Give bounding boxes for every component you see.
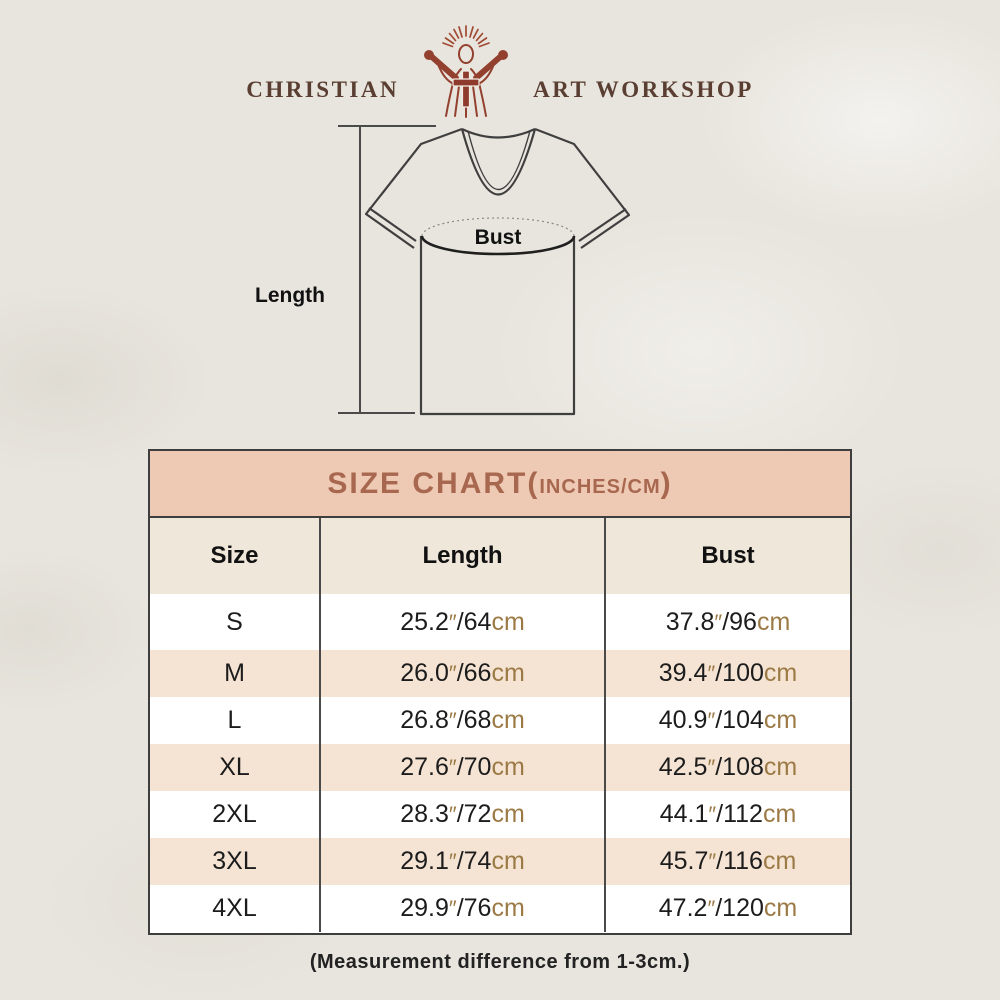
brand-logo: CHRISTIAN ART WORKSHOP [0, 24, 1000, 119]
inch-mark: ″ [448, 802, 457, 827]
column-header-size: Size [210, 542, 259, 569]
bust-cell: 40.9″/104cm [604, 697, 850, 744]
bust-cell: 45.7″/116cm [604, 838, 850, 885]
table-row: S 25.2″/64cm 37.8″/96cm [150, 594, 850, 650]
bust-cell: 47.2″/120cm [604, 885, 850, 932]
table-row: 2XL 28.3″/72cm 44.1″/112cm [150, 791, 850, 838]
inch-mark: ″ [708, 849, 717, 874]
cm-unit: cm [756, 607, 791, 636]
measurement-note: (Measurement difference from 1-3cm.) [309, 951, 691, 973]
length-cell: 26.0″/66cm [319, 650, 605, 697]
jesus-with-rays-and-cross-icon [424, 25, 509, 118]
cm-unit: cm [491, 894, 525, 922]
inch-mark: ″ [448, 755, 457, 780]
brand-name-left: CHRISTIAN [246, 77, 400, 102]
inch-mark: ″ [448, 609, 457, 635]
size-cell: L [227, 706, 242, 734]
inch-mark: ″ [707, 661, 716, 686]
length-label: Length [255, 284, 325, 307]
inch-mark: ″ [448, 896, 457, 921]
size-cell: XL [219, 753, 250, 781]
length-cell: 29.9″/76cm [319, 885, 605, 932]
bust-cell: 37.8″/96cm [604, 594, 850, 650]
bust-cell: 42.5″/108cm [604, 744, 850, 791]
table-header-row: Size Length Bust [150, 518, 850, 594]
brand-name-right: ART WORKSHOP [533, 77, 754, 102]
size-cell: 4XL [212, 894, 257, 922]
cm-unit: cm [763, 706, 798, 734]
table-row: XL 27.6″/70cm 42.5″/108cm [150, 744, 850, 791]
table-row: 3XL 29.1″/74cm 45.7″/116cm [150, 838, 850, 885]
length-cell: 29.1″/74cm [319, 838, 605, 885]
inch-mark: ″ [707, 708, 716, 733]
size-cell: S [226, 607, 243, 636]
inch-mark: ″ [448, 849, 457, 874]
cm-unit: cm [491, 607, 525, 636]
cm-unit: cm [491, 753, 525, 781]
size-chart-title-main: SIZE CHART( [327, 467, 540, 500]
bust-ellipse-dotted-arc [421, 217, 575, 237]
tshirt-outline-drawing: Bust Length [255, 125, 631, 416]
inch-mark: ″ [708, 802, 717, 827]
size-cell: 3XL [212, 847, 257, 875]
size-table: Size Length Bust S 25.2″/64cm 37.8″/96cm… [150, 518, 850, 932]
bust-ellipse-solid-arc [420, 235, 576, 256]
inch-mark: ″ [707, 755, 716, 780]
length-cell: 27.6″/70cm [319, 744, 605, 791]
table-row: L 26.8″/68cm 40.9″/104cm [150, 697, 850, 744]
size-cell: 2XL [212, 800, 257, 828]
size-chart-title-close: ) [660, 467, 673, 500]
size-chart-panel: SIZE CHART(INCHES/CM) Size Length Bust S… [148, 449, 852, 935]
cm-unit: cm [491, 659, 525, 687]
inch-mark: ″ [714, 609, 723, 635]
bust-cell: 44.1″/112cm [604, 791, 850, 838]
length-cell: 28.3″/72cm [319, 791, 605, 838]
inch-mark: ″ [448, 661, 457, 686]
cm-unit: cm [762, 800, 797, 828]
inch-mark: ″ [448, 708, 457, 733]
cm-unit: cm [491, 847, 525, 875]
bust-cell: 39.4″/100cm [604, 650, 850, 697]
inch-mark: ″ [707, 896, 716, 921]
size-chart-title-unit: INCHES/CM [539, 476, 661, 498]
cm-unit: cm [763, 659, 798, 687]
bust-label: Bust [475, 226, 522, 249]
cm-unit: cm [762, 847, 797, 875]
table-row: 4XL 29.9″/76cm 47.2″/120cm [150, 885, 850, 932]
table-row: M 26.0″/66cm 39.4″/100cm [150, 650, 850, 697]
cm-unit: cm [491, 800, 525, 828]
tshirt-measurement-diagram: Bust Length [240, 110, 690, 440]
size-cell: M [224, 659, 245, 687]
cm-unit: cm [491, 706, 525, 734]
column-header-bust: Bust [604, 518, 850, 594]
cm-unit: cm [763, 894, 798, 922]
column-header-length: Length [319, 518, 605, 594]
size-chart-title: SIZE CHART(INCHES/CM) [150, 451, 850, 518]
cm-unit: cm [763, 753, 798, 781]
length-cell: 26.8″/68cm [319, 697, 605, 744]
length-cell: 25.2″/64cm [319, 594, 605, 650]
